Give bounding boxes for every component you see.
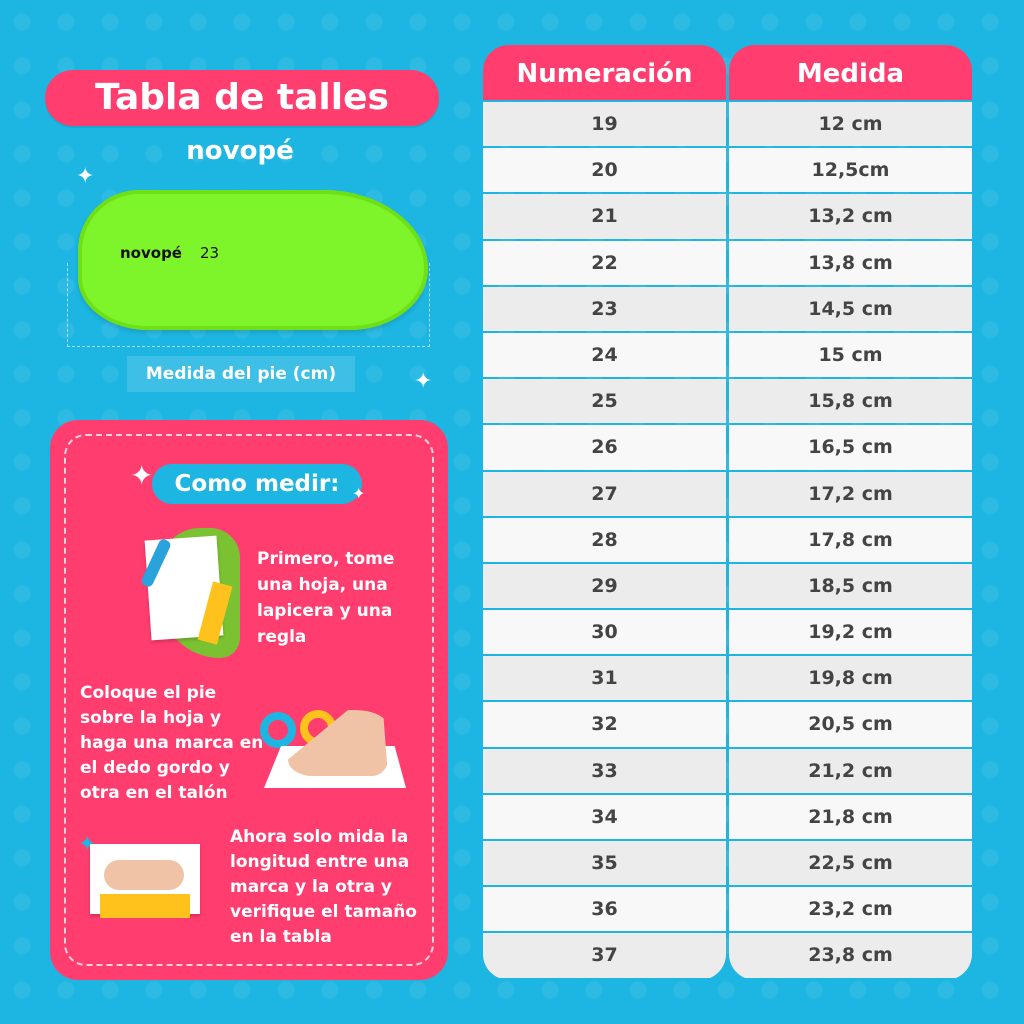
brand-logo: novopé — [186, 136, 294, 166]
page-title: Tabla de talles — [45, 70, 439, 126]
size-cell: 20 — [483, 148, 726, 193]
measure-guide — [67, 263, 430, 347]
size-cell: 33 — [483, 748, 726, 793]
measure-cell: 21,2 cm — [729, 748, 972, 793]
size-cell: 36 — [483, 887, 726, 932]
size-cell: 25 — [483, 379, 726, 424]
insole-brand: novopé — [120, 244, 182, 262]
measure-cell: 15 cm — [729, 332, 972, 378]
measure-cell: 22,5 cm — [729, 841, 972, 886]
size-cell: 22 — [483, 240, 726, 285]
measure-cell: 14,5 cm — [729, 286, 972, 331]
header-numeracion: Numeración — [483, 45, 726, 100]
size-cell: 28 — [483, 517, 726, 562]
size-cell: 31 — [483, 656, 726, 701]
sparkle-icon: ✦ — [130, 459, 154, 492]
measure-cell: 13,8 cm — [729, 240, 972, 285]
how-to-title: Como medir: — [152, 464, 362, 504]
measure-cell: 15,8 cm — [729, 379, 972, 424]
measure-cell: 23,8 cm — [729, 933, 972, 978]
column-numeracion: Numeración 19 20 21 22 23 24 25 26 27 28 29 30 31 32 3… — [483, 45, 726, 980]
sparkle-icon: ✦ — [414, 369, 433, 394]
measure-cell: 12,5cm — [729, 148, 972, 193]
measure-cell: 19,2 cm — [729, 610, 972, 655]
column-medida: Medida 12 cm 12,5cm 13,2 cm 13,8 cm 14,5 cm 1… — [729, 45, 972, 980]
header-medida: Medida — [729, 45, 972, 100]
size-cell: 27 — [483, 471, 726, 516]
foot-on-paper-icon — [258, 706, 408, 790]
size-cell: 24 — [483, 332, 726, 378]
measure-cell: 16,5 cm — [729, 425, 972, 470]
size-cell: 21 — [483, 194, 726, 239]
measure-label: Medida del pie (cm) — [127, 356, 355, 392]
size-cell: 23 — [483, 286, 726, 331]
step-1-text: Primero, tome una hoja, una lapicera y u… — [257, 549, 395, 647]
size-cell: 37 — [483, 933, 726, 978]
measure-cell: 12 cm — [729, 102, 972, 147]
measure-cell: 19,8 cm — [729, 656, 972, 701]
size-cell: 30 — [483, 610, 726, 655]
size-table: Numeración 19 20 21 22 23 24 25 26 27 28 29 30 31 32 3… — [483, 45, 972, 980]
foot-ruler-icon: ✦ — [78, 834, 220, 938]
size-cell: 26 — [483, 425, 726, 470]
sparkle-icon: ✦ — [352, 484, 366, 503]
step-3-text: Ahora solo mida la longitud entre una ma… — [230, 827, 417, 947]
measure-cell: 18,5 cm — [729, 563, 972, 609]
measure-cell: 23,2 cm — [729, 887, 972, 932]
measure-cell: 20,5 cm — [729, 702, 972, 747]
measure-cell: 21,8 cm — [729, 794, 972, 839]
size-cell: 32 — [483, 702, 726, 747]
measure-cell: 17,2 cm — [729, 471, 972, 516]
size-cell: 34 — [483, 794, 726, 839]
size-cell: 35 — [483, 841, 726, 886]
step-2-text: Coloque el pie sobre la hoja y haga una … — [80, 683, 264, 803]
size-cell: 19 — [483, 102, 726, 147]
measure-cell: 17,8 cm — [729, 517, 972, 562]
sparkle-icon: ✦ — [76, 164, 95, 189]
paper-pen-ruler-icon — [139, 528, 240, 663]
insole-image: novopé 23 — [78, 190, 428, 330]
measure-cell: 13,2 cm — [729, 194, 972, 239]
size-cell: 29 — [483, 563, 726, 609]
insole-size: 23 — [200, 244, 220, 262]
